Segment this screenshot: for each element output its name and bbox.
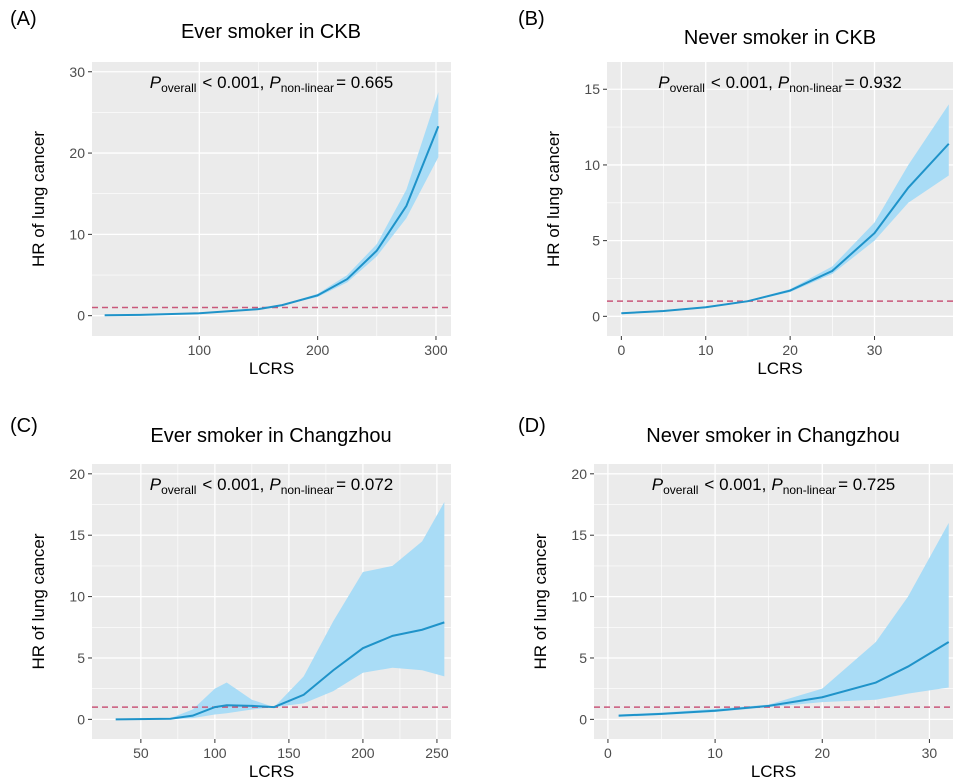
y-tick-label: 20 [69,466,85,482]
panel-label: (D) [518,415,546,437]
annotation-text: = 0.665 [336,73,393,92]
annotation-text: < 0.001, [704,475,766,494]
annotation-subscript: non-linear [281,483,334,497]
x-tick-label: 250 [425,745,449,761]
annotation-subscript: overall [161,81,196,95]
annotation-text: < 0.001, [202,475,264,494]
chart-title: Never smoker in CKB [684,27,876,49]
y-axis-label: HR of lung cancer [544,131,563,267]
annotation-text: = 0.072 [336,475,393,494]
x-tick-label: 20 [782,342,798,358]
x-axis-label: LCRS [751,762,796,781]
y-tick-label: 10 [69,589,85,605]
annotation-p: P [269,475,281,494]
hr-curve [618,641,950,717]
annotation-subscript: non-linear [783,483,836,497]
panel-label: (C) [10,415,38,437]
annotation-subscript: non-linear [281,81,334,95]
y-tick-label: 5 [579,650,587,666]
annotation-text: < 0.001, [711,73,773,92]
annotation: Poverall < 0.001, Pnon-linear = 0.725 [652,475,896,497]
chart-panel: 0 10 20 30 0 5 10 15 (B) Never smoker in CKB LCRS H… [518,8,953,378]
annotation-p: P [771,475,783,494]
x-axis-label: LCRS [249,762,294,781]
x-tick-label: 10 [698,342,714,358]
y-tick-label: 15 [69,527,85,543]
x-tick-label: 50 [133,745,149,761]
y-tick-label: 20 [571,466,587,482]
annotation-p: P [150,475,162,494]
annotation-p: P [150,73,162,92]
x-tick-label: 20 [814,745,830,761]
plot-background [594,464,953,739]
x-tick-label: 150 [277,745,301,761]
annotation-subscript: non-linear [789,81,842,95]
annotation-subscript: overall [161,483,196,497]
y-tick-label: 10 [69,226,85,242]
y-axis-label: HR of lung cancer [29,533,48,669]
y-tick-label: 0 [592,308,600,324]
annotation: Poverall < 0.001, Pnon-linear = 0.072 [150,475,394,497]
x-tick-label: 10 [707,745,723,761]
x-tick-label: 200 [306,342,330,358]
annotation: Poverall < 0.001, Pnon-linear = 0.932 [658,73,902,95]
x-axis-label: LCRS [249,359,294,378]
x-tick-label: 100 [188,342,212,358]
x-tick-label: 0 [604,745,612,761]
y-tick-label: 20 [69,145,85,161]
y-tick-label: 15 [571,527,587,543]
hr-curve [104,125,440,317]
x-tick-label: 30 [922,745,938,761]
hr-curve [115,621,445,721]
annotation-p: P [269,73,281,92]
y-tick-label: 5 [77,650,85,666]
annotation-text: = 0.932 [845,73,902,92]
plot-background [92,62,451,336]
confidence-band [621,104,949,315]
x-tick-label: 0 [617,342,625,358]
chart-title: Ever smoker in Changzhou [150,425,391,447]
chart-title: Ever smoker in CKB [181,21,361,43]
y-tick-label: 30 [69,64,85,80]
x-tick-label: 200 [351,745,375,761]
annotation-text: = 0.725 [838,475,895,494]
annotation-p: P [652,475,664,494]
y-tick-label: 0 [77,711,85,727]
chart-panel: 0 10 20 30 0 5 10 15 20 (D) Never smoker in Changz… [518,415,953,781]
y-tick-label: 10 [571,589,587,605]
chart-panel: 100 200 300 0 10 20 30 (A) Ever smoker in CKB LCR… [10,8,451,378]
panel-label: (B) [518,8,545,30]
x-tick-label: 300 [424,342,448,358]
annotation-p: P [658,73,670,92]
y-tick-label: 5 [592,233,600,249]
confidence-band [115,502,445,720]
annotation-subscript: overall [663,483,698,497]
confidence-band [618,522,949,717]
annotation-p: P [778,73,790,92]
y-axis-label: HR of lung cancer [29,131,48,267]
x-tick-label: 100 [203,745,227,761]
chart-panel: 50 100 150 200 250 0 5 10 15 20 (C) Ever smoker in … [10,415,451,781]
y-tick-label: 0 [77,308,85,324]
x-axis-label: LCRS [757,359,802,378]
y-tick-label: 0 [579,711,587,727]
annotation-subscript: overall [670,81,705,95]
y-tick-label: 10 [584,157,600,173]
annotation: Poverall < 0.001, Pnon-linear = 0.665 [150,73,394,95]
panel-label: (A) [10,8,37,30]
y-tick-label: 15 [584,81,600,97]
annotation-text: < 0.001, [202,73,264,92]
hr-curve [621,143,950,315]
chart-title: Never smoker in Changzhou [646,425,899,447]
x-tick-label: 30 [867,342,883,358]
y-axis-label: HR of lung cancer [531,533,550,669]
